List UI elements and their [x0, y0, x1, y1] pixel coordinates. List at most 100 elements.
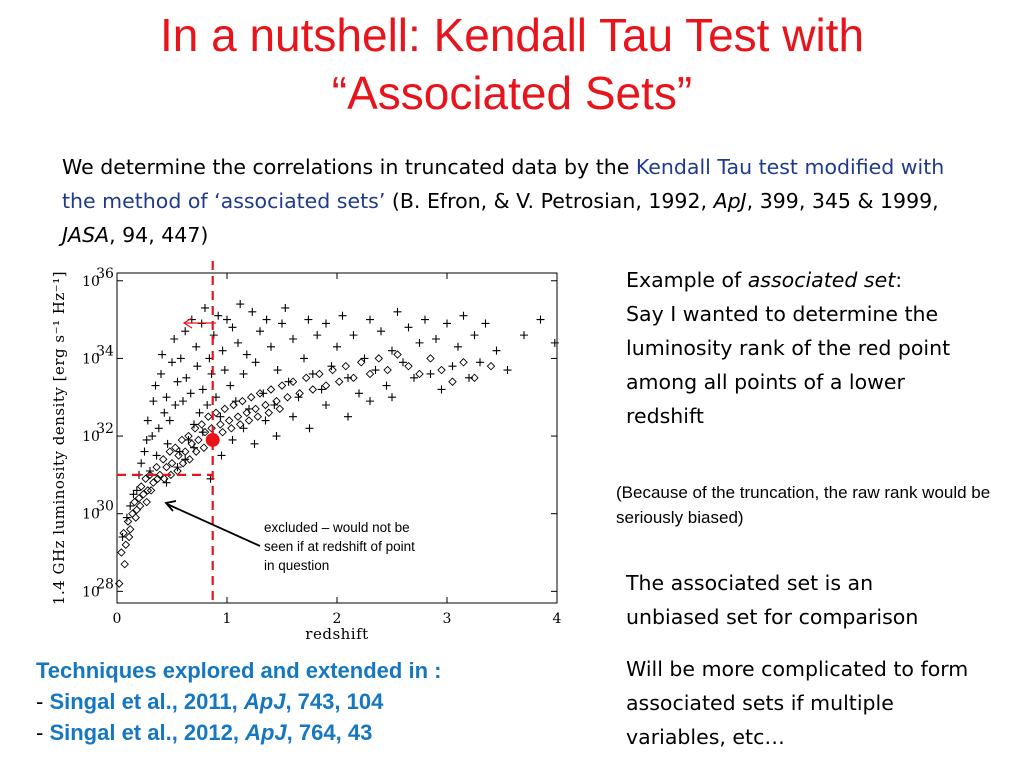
- plus-point: [377, 327, 385, 336]
- plus-point: [132, 486, 141, 495]
- reference-journal: ApJ: [245, 720, 287, 745]
- techniques-heading: Techniques explored and extended in :: [36, 658, 442, 683]
- diamond-point: [277, 381, 287, 390]
- plus-point: [273, 366, 282, 375]
- diamond-point: [125, 524, 135, 534]
- plus-point: [228, 435, 237, 444]
- y-tick-label: 10: [82, 584, 100, 600]
- x-tick-label: 0: [113, 611, 122, 627]
- diamond-point: [119, 528, 128, 538]
- plus-point: [520, 331, 528, 340]
- diamond-point: [136, 482, 146, 491]
- diamond-point: [315, 369, 324, 379]
- diamond-point: [437, 365, 446, 375]
- plus-point: [382, 381, 391, 390]
- diamond-point: [321, 381, 331, 390]
- plus-point: [294, 393, 303, 402]
- plus-point: [152, 451, 161, 460]
- plus-point: [223, 315, 231, 324]
- plus-point: [313, 331, 322, 340]
- y-axis-label: 1.4 GHz luminosity density [erg s⁻¹ Hz⁻¹…: [50, 271, 68, 605]
- plus-point: [226, 381, 235, 390]
- intro-citation-3: , 94, 447): [109, 223, 209, 247]
- diamond-point: [328, 365, 337, 375]
- plus-point: [239, 369, 248, 378]
- plus-point: [142, 435, 151, 444]
- x-tick-label: 4: [553, 611, 562, 627]
- annotation-line-2: seen if at redshift of point: [264, 539, 415, 554]
- diamond-point: [177, 435, 187, 445]
- plus-point: [173, 377, 182, 386]
- plus-point: [129, 490, 138, 499]
- plus-point: [181, 327, 190, 336]
- plus-point: [140, 447, 149, 456]
- plus-point: [388, 346, 396, 355]
- diamond-point: [459, 358, 468, 367]
- diamond-point: [486, 361, 496, 371]
- example-text-2: Say I wanted to determine the luminosity…: [626, 302, 951, 428]
- associated-set-statement: The associated set is an unbiased set fo…: [626, 571, 919, 629]
- plus-point: [432, 335, 440, 343]
- plus-point: [344, 373, 352, 382]
- diamond-point: [135, 501, 145, 511]
- plus-point: [459, 311, 468, 320]
- diamond-point: [149, 478, 158, 487]
- diamond-point: [470, 373, 479, 383]
- diamond-point: [139, 490, 148, 499]
- plus-point: [248, 307, 257, 316]
- example-term: associated set: [747, 268, 896, 292]
- y-tick-label: 10: [82, 507, 100, 523]
- diamond-point: [253, 412, 263, 421]
- plus-point: [272, 432, 281, 441]
- plus-point: [344, 412, 352, 421]
- title-line-1: In a nutshell: Kendall Tau Test with: [159, 9, 865, 61]
- diamond-point: [383, 365, 392, 375]
- plus-point: [267, 342, 275, 351]
- plus-point: [355, 389, 363, 398]
- diamond-point: [114, 579, 124, 588]
- plus-point: [217, 451, 226, 460]
- diamond-point: [167, 458, 177, 468]
- plus-point: [176, 354, 185, 363]
- reference-item: - Singal et al., 2011, ApJ, 743, 104: [36, 686, 606, 717]
- plus-point: [251, 358, 260, 367]
- plus-point: [492, 346, 501, 355]
- plus-point: [168, 358, 176, 367]
- plus-point: [399, 358, 407, 367]
- plus-point: [149, 397, 158, 406]
- y-tick-exponent: 34: [96, 343, 114, 359]
- diamond-point: [121, 540, 131, 550]
- intro-citation-1: (B. Efron, & V. Petrosian, 1992,: [385, 189, 714, 213]
- plus-point: [192, 342, 201, 351]
- plus-point: [151, 381, 160, 390]
- diamond-point: [199, 443, 209, 452]
- diamond-point: [153, 474, 162, 484]
- diamond-point: [356, 358, 366, 367]
- plus-point: [209, 331, 218, 340]
- plus-point: [216, 412, 225, 421]
- plus-point: [327, 362, 336, 371]
- diamond-point: [131, 513, 140, 522]
- plus-point: [228, 323, 237, 332]
- techniques-block: Techniques explored and extended in : - …: [36, 655, 606, 748]
- excluded-annotation: excluded – would not be seen if at redsh…: [264, 520, 419, 573]
- annotation-arrow-icon: [164, 500, 261, 547]
- plus-point: [201, 303, 209, 312]
- plus-point: [195, 408, 204, 417]
- plus-point: [165, 416, 174, 425]
- diamond-point: [365, 369, 375, 379]
- plus-point: [281, 303, 290, 312]
- plus-point: [410, 373, 418, 382]
- plus-point: [421, 315, 429, 324]
- plus-point: [278, 319, 286, 328]
- plus-point: [143, 416, 152, 425]
- plus-point: [126, 501, 135, 510]
- diamond-point: [341, 361, 351, 371]
- plus-point: [171, 401, 180, 409]
- diamond-point: [275, 404, 285, 414]
- plus-point: [366, 397, 374, 406]
- annotation-line-3: in question: [264, 558, 329, 573]
- plus-point: [203, 401, 212, 409]
- plus-point: [137, 459, 146, 468]
